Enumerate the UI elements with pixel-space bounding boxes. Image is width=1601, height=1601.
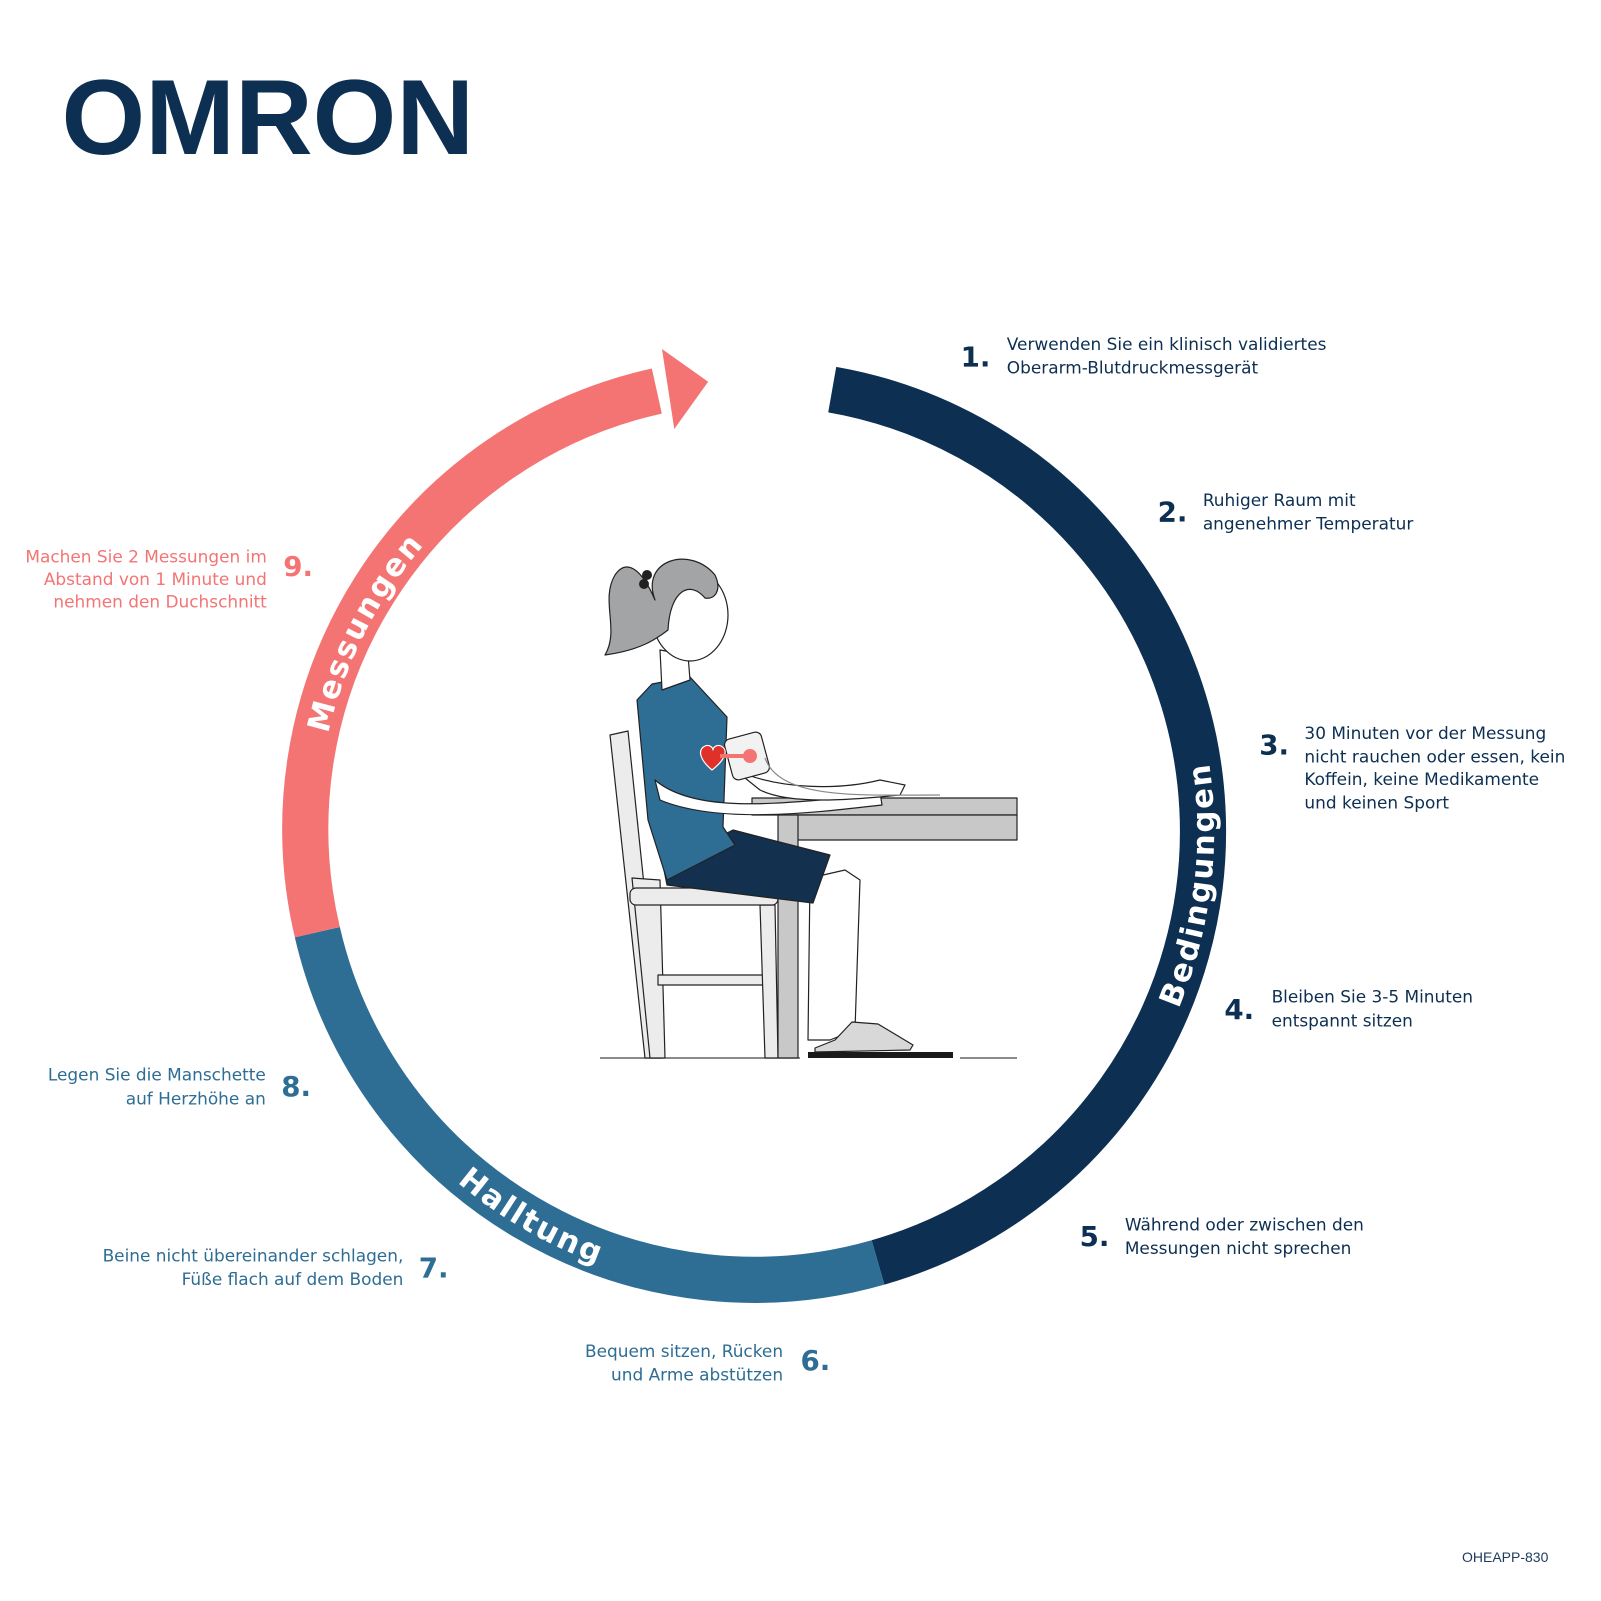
document-code: OHEAPP-830 <box>1462 1549 1549 1565</box>
chair <box>609 730 779 1059</box>
step-9: 9. Machen Sie 2 Messungen im Abstand von… <box>25 546 313 611</box>
svg-text:und Arme abstützen: und Arme abstützen <box>611 1364 783 1384</box>
section-label-measurements: Messungen <box>301 526 431 736</box>
conditions-arc <box>828 366 1227 1285</box>
shirt <box>636 676 736 881</box>
measurements-arc <box>282 368 662 938</box>
svg-text:nehmen den Duchschnitt: nehmen den Duchschnitt <box>53 592 267 612</box>
step-2: 2. Ruhiger Raum mit angenehmer Temperatu… <box>1158 490 1414 534</box>
section-label-posture: Halltung <box>452 1160 609 1271</box>
seated-person-illustration <box>600 558 1018 1059</box>
svg-text:1.: 1. <box>961 340 991 373</box>
svg-text:und keinen Sport: und keinen Sport <box>1304 793 1449 813</box>
svg-text:Legen Sie die Manschette: Legen Sie die Manschette <box>48 1065 266 1085</box>
svg-text:8.: 8. <box>281 1070 311 1103</box>
slipper <box>814 1021 914 1053</box>
arm <box>654 779 883 816</box>
step-5: 5. Während oder zwischen den Messungen n… <box>1080 1215 1364 1259</box>
svg-text:Machen Sie 2 Messungen im: Machen Sie 2 Messungen im <box>25 546 266 566</box>
svg-text:5.: 5. <box>1080 1220 1110 1253</box>
svg-text:4.: 4. <box>1224 993 1254 1026</box>
svg-text:3.: 3. <box>1259 728 1289 761</box>
svg-text:Oberarm-Blutdruckmessgerät: Oberarm-Blutdruckmessgerät <box>1007 358 1259 378</box>
step-3: 3. 30 Minuten vor der Messung nicht rauc… <box>1259 723 1565 813</box>
cuff-position-dot <box>743 749 757 763</box>
omron-logo: OMRON <box>62 57 475 177</box>
svg-text:6.: 6. <box>801 1344 831 1377</box>
svg-text:Ruhiger Raum mit: Ruhiger Raum mit <box>1203 490 1356 510</box>
svg-text:30 Minuten vor der Messung: 30 Minuten vor der Messung <box>1304 723 1546 743</box>
foot-mat <box>808 1052 953 1058</box>
cuff-tube <box>764 757 941 796</box>
svg-text:Koffein, keine Medikamente: Koffein, keine Medikamente <box>1304 769 1539 789</box>
svg-text:Abstand von 1 Minute und: Abstand von 1 Minute und <box>44 569 267 589</box>
svg-text:Während oder zwischen den: Während oder zwischen den <box>1125 1215 1364 1235</box>
hair <box>604 558 719 656</box>
arrowhead-icon <box>661 348 709 429</box>
forearm <box>734 769 906 801</box>
svg-text:Beine nicht übereinander schla: Beine nicht übereinander schlagen, <box>103 1245 404 1265</box>
svg-text:nicht rauchen oder essen, kein: nicht rauchen oder essen, kein <box>1304 747 1565 767</box>
svg-text:2.: 2. <box>1158 495 1188 528</box>
svg-text:Verwenden Sie ein klinisch val: Verwenden Sie ein klinisch validiertes <box>1007 334 1327 354</box>
svg-text:7.: 7. <box>419 1252 449 1285</box>
svg-text:Füße flach auf dem Boden: Füße flach auf dem Boden <box>182 1269 404 1289</box>
hair-tie-icon <box>642 570 652 580</box>
heart-icon <box>699 744 726 771</box>
svg-text:9.: 9. <box>283 550 313 583</box>
section-label-conditions: Bedingungen <box>1152 761 1222 1012</box>
svg-text:Bequem sitzen, Rücken: Bequem sitzen, Rücken <box>585 1341 783 1361</box>
step-8: 8. Legen Sie die Manschette auf Herzhöhe… <box>48 1065 311 1109</box>
table <box>751 797 1018 1059</box>
posture-arc <box>294 926 885 1303</box>
hair-tie-bead <box>639 579 649 589</box>
svg-text:Messungen nicht sprechen: Messungen nicht sprechen <box>1125 1238 1352 1258</box>
step-1: 1. Verwenden Sie ein klinisch validierte… <box>961 334 1327 378</box>
svg-text:auf Herzhöhe an: auf Herzhöhe an <box>126 1088 266 1108</box>
svg-text:Bleiben Sie 3-5 Minuten: Bleiben Sie 3-5 Minuten <box>1272 987 1473 1007</box>
svg-text:entspannt sitzen: entspannt sitzen <box>1272 1010 1413 1030</box>
step-7: 7. Beine nicht übereinander schlagen, Fü… <box>103 1245 449 1289</box>
step-6: 6. Bequem sitzen, Rücken und Arme abstüt… <box>585 1341 830 1385</box>
step-4: 4. Bleiben Sie 3-5 Minuten entspannt sit… <box>1224 987 1473 1031</box>
svg-text:angenehmer Temperatur: angenehmer Temperatur <box>1203 514 1414 534</box>
